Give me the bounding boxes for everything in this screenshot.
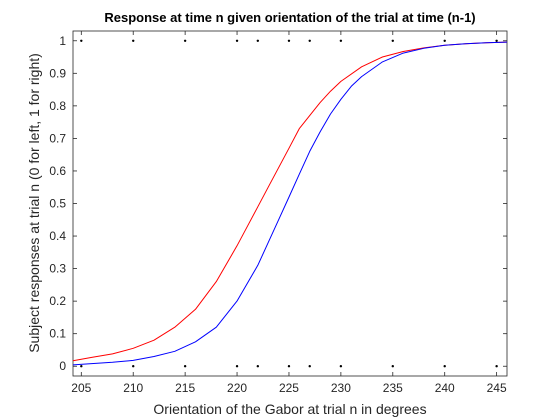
data-point-marker — [391, 365, 394, 368]
x-tick-label: 240 — [435, 381, 455, 395]
x-tick-label: 245 — [487, 381, 507, 395]
data-point-marker — [132, 39, 135, 42]
x-tick-label: 235 — [383, 381, 403, 395]
data-point-marker — [287, 39, 291, 42]
x-axis-label: Orientation of the Gabor at trial n in d… — [153, 401, 426, 417]
y-tick-label: 0 — [59, 359, 66, 373]
data-point-marker — [183, 365, 187, 368]
y-tick-label: 0.3 — [49, 262, 66, 276]
data-point-marker — [443, 365, 446, 368]
y-tick-label: 0.1 — [49, 327, 66, 341]
data-point-marker — [235, 39, 239, 42]
y-tick-label: 0.9 — [49, 66, 66, 80]
data-point-marker — [495, 365, 498, 368]
data-point-marker — [339, 365, 343, 368]
data-point-marker — [443, 39, 446, 42]
data-point-marker — [339, 39, 343, 42]
data-point-marker — [132, 365, 135, 368]
y-axis-ticks: 0 0.1 0.2 0.3 0.4 0.5 0.6 0.7 0.8 0.9 1 — [49, 34, 507, 373]
chart-title: Response at time n given orientation of … — [104, 10, 475, 25]
data-point-marker — [80, 365, 83, 368]
data-point-marker — [80, 39, 83, 42]
data-point-marker — [256, 39, 260, 42]
y-tick-label: 1 — [59, 34, 66, 48]
x-axis-ticks: 205 210 215 220 225 230 235 240 245 — [71, 31, 507, 395]
y-tick-label: 0.8 — [49, 99, 66, 113]
data-point-marker — [495, 39, 498, 42]
y-axis-label: Subject responses at trial n (0 for left… — [26, 53, 42, 353]
data-point-marker — [308, 39, 311, 42]
y-tick-label: 0.2 — [49, 294, 66, 308]
x-tick-label: 205 — [71, 381, 91, 395]
data-point-marker — [235, 365, 239, 368]
y-tick-label: 0.5 — [49, 197, 66, 211]
data-point-marker — [183, 39, 187, 42]
data-point-marker — [256, 365, 260, 368]
x-tick-label: 210 — [123, 381, 143, 395]
data-point-marker — [308, 365, 311, 368]
series-line-2 — [72, 41, 508, 366]
y-tick-label: 0.4 — [49, 229, 66, 243]
y-tick-label: 0.7 — [49, 131, 66, 145]
data-point-marker — [287, 365, 291, 368]
series-line-1 — [72, 41, 508, 362]
x-tick-label: 225 — [279, 381, 299, 395]
x-tick-label: 230 — [331, 381, 351, 395]
x-tick-label: 215 — [175, 381, 195, 395]
y-tick-label: 0.6 — [49, 164, 66, 178]
data-point-marker — [391, 39, 394, 42]
x-tick-label: 220 — [227, 381, 247, 395]
series-group — [72, 41, 508, 366]
marker-group — [80, 39, 498, 368]
plot-frame — [72, 30, 508, 377]
